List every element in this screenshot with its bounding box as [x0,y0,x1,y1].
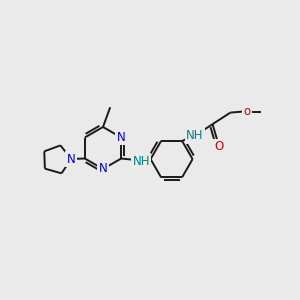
Text: o: o [244,105,250,118]
Text: NH: NH [132,155,150,168]
Text: NH: NH [186,129,203,142]
Text: O: O [214,140,224,154]
Text: N: N [67,152,76,166]
Text: N: N [117,131,126,144]
Text: N: N [99,163,107,176]
